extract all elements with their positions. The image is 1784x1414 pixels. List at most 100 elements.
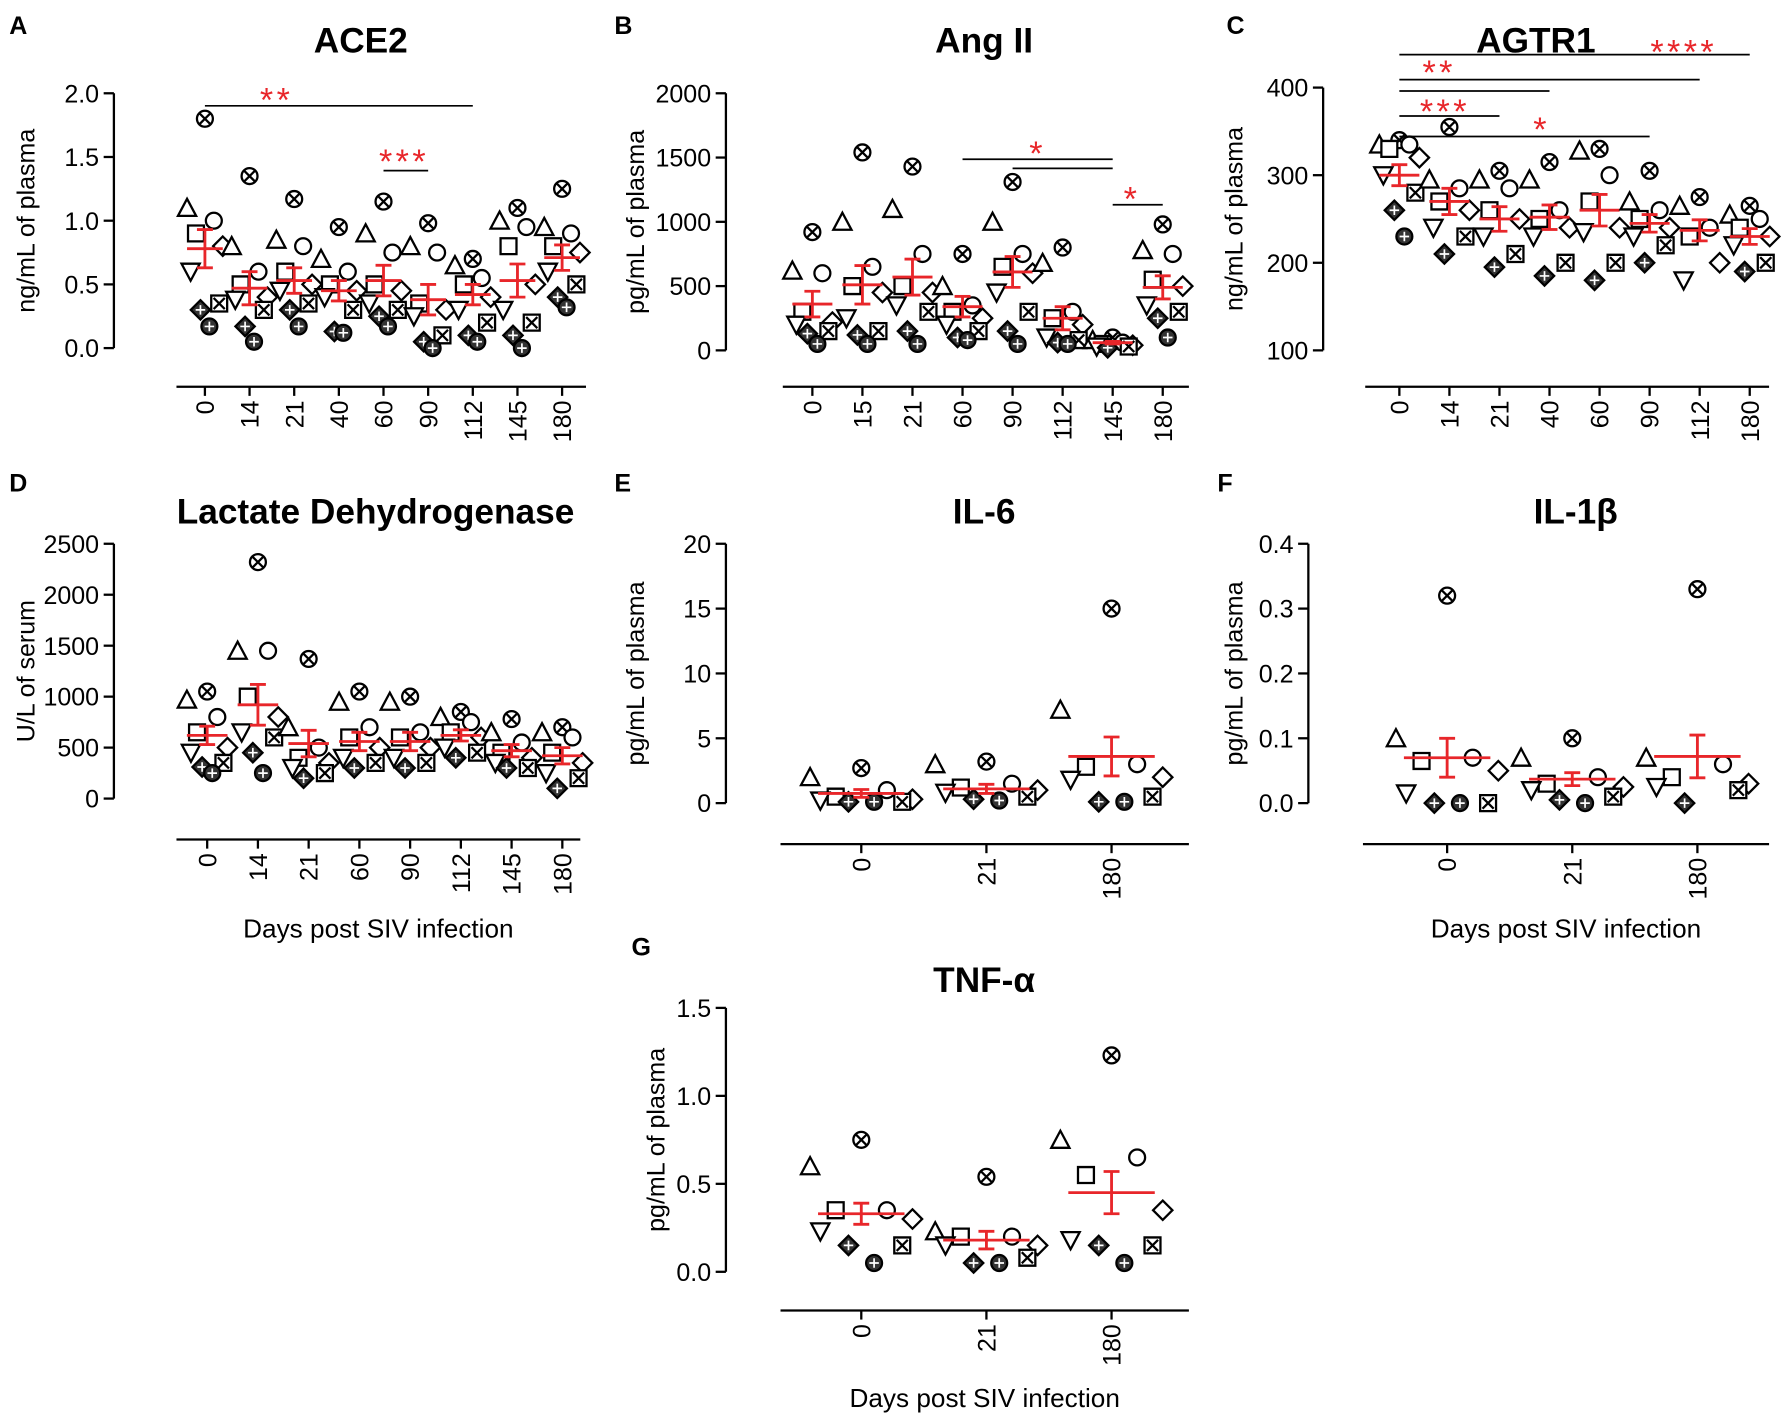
data-point (224, 290, 247, 312)
data-point (522, 313, 541, 332)
data-point (265, 228, 288, 249)
data-point (531, 720, 554, 742)
marker-detail (962, 335, 973, 345)
x-tick-label: 145 (505, 400, 533, 442)
data-point (1590, 139, 1609, 158)
data-point (402, 307, 425, 328)
data-point (1618, 189, 1641, 211)
data-point (268, 281, 291, 303)
data-point (186, 224, 206, 243)
marker-detail (383, 321, 393, 332)
data-point (1690, 188, 1709, 207)
data-point (230, 723, 253, 744)
data-point (1013, 244, 1032, 263)
data-point (1640, 161, 1659, 180)
marker-detail (472, 336, 483, 347)
data-point (433, 326, 452, 345)
data-point (1622, 227, 1645, 249)
marker-detail (374, 311, 384, 322)
marker-detail (912, 339, 923, 349)
data-point (427, 243, 447, 262)
data-point (1645, 777, 1668, 799)
data-point (365, 275, 384, 294)
panel-label: A (9, 12, 27, 40)
x-tick-label: 14 (1437, 400, 1465, 428)
data-point (329, 218, 348, 237)
marker-detail (248, 747, 258, 758)
data-point (433, 738, 456, 760)
data-point (254, 300, 273, 319)
marker-detail (812, 339, 823, 349)
marker-detail (240, 321, 250, 332)
data-point (953, 244, 972, 263)
data-point (852, 759, 871, 778)
marker-detail (1012, 339, 1023, 349)
data-point (1049, 698, 1072, 719)
data-point (977, 1167, 996, 1186)
data-point (480, 720, 503, 742)
marker-detail (843, 797, 854, 807)
y-tick-label: 1.5 (64, 144, 99, 172)
data-point (401, 687, 420, 706)
data-point (1128, 755, 1147, 774)
data-point (1169, 302, 1188, 321)
y-tick-label: 1.5 (676, 995, 711, 1023)
significance-label: * (1029, 135, 1046, 173)
data-point (276, 262, 295, 281)
data-point (1440, 117, 1459, 137)
data-point (492, 300, 515, 322)
marker-detail (1455, 798, 1465, 808)
marker-detail (968, 794, 979, 805)
marker-detail (802, 328, 813, 339)
data-point (1002, 1227, 1022, 1246)
y-tick-label: 2.0 (64, 80, 99, 108)
x-tick-label: 60 (346, 853, 374, 881)
data-point (1412, 751, 1431, 771)
marker-detail (427, 343, 438, 353)
data-point (931, 274, 954, 296)
data-point (1119, 337, 1138, 356)
marker-detail (869, 797, 879, 807)
data-point (803, 223, 822, 242)
marker-detail (1093, 1240, 1104, 1251)
data-point (561, 224, 581, 243)
marker-detail (1429, 798, 1440, 808)
data-point (893, 276, 912, 296)
x-tick-label: 0 (848, 858, 876, 872)
data-point (1472, 227, 1495, 249)
panel: A ACE2 ng/mL of plasma 0.0 0.5 1.0 1.5 2.0 0 14 21… (9, 12, 592, 442)
data-point (328, 690, 351, 711)
panel: G TNF-α pg/mL of plasma Days post SIV infec… (631, 934, 1189, 1413)
panel-title: Ang II (935, 21, 1033, 60)
y-tick-label: 2500 (43, 531, 99, 559)
data-point (1500, 179, 1519, 198)
data-point (1656, 236, 1675, 255)
marker-detail (1439, 249, 1450, 259)
significance-label: * (1124, 180, 1141, 218)
data-point (919, 302, 938, 321)
data-point (1718, 203, 1741, 224)
data-point (536, 262, 559, 284)
marker-detail (1580, 798, 1590, 808)
marker-detail (862, 339, 873, 349)
x-tick-label: 21 (974, 858, 1002, 886)
data-point (819, 321, 838, 341)
data-point (535, 763, 558, 785)
data-point (1102, 1046, 1121, 1065)
data-point (1572, 223, 1595, 244)
data-point (1468, 168, 1491, 189)
significance-label: ** (1422, 54, 1455, 92)
panel-label: C (1226, 12, 1244, 40)
y-axis-label: ng/mL of plasma (1220, 127, 1248, 311)
y-tick-label: 1.0 (676, 1083, 711, 1111)
y-tick-label: 0.5 (676, 1171, 711, 1199)
data-point (477, 313, 497, 332)
data-point (1458, 198, 1481, 222)
data-point (533, 215, 556, 237)
x-axis-label: Days post SIV infection (243, 913, 513, 943)
y-axis-label: pg/mL of plasma (1220, 581, 1248, 765)
x-tick-label: 180 (549, 853, 577, 895)
data-point (852, 1130, 871, 1149)
